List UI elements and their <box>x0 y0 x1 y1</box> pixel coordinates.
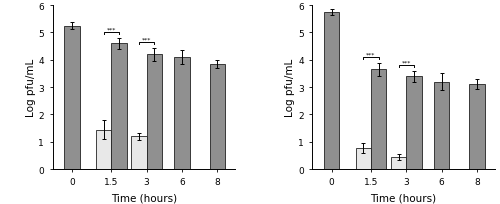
Bar <box>391 157 406 169</box>
Y-axis label: Log pfu/mL: Log pfu/mL <box>26 59 36 117</box>
Bar <box>371 70 386 169</box>
Text: ***: *** <box>106 28 116 32</box>
Bar <box>210 65 225 169</box>
Bar <box>406 77 422 169</box>
Text: ***: *** <box>402 60 411 65</box>
Text: ***: *** <box>142 37 152 42</box>
X-axis label: Time (hours): Time (hours) <box>111 192 177 202</box>
Bar <box>434 82 450 169</box>
Bar <box>64 27 80 169</box>
Bar <box>132 137 146 169</box>
Bar <box>112 44 126 169</box>
X-axis label: Time (hours): Time (hours) <box>370 192 436 202</box>
Bar <box>356 148 371 169</box>
Bar <box>174 58 190 169</box>
Bar <box>470 85 484 169</box>
Bar <box>146 55 162 169</box>
Bar <box>96 130 112 169</box>
Bar <box>324 13 340 169</box>
Y-axis label: Log pfu/mL: Log pfu/mL <box>286 59 296 117</box>
Text: ***: *** <box>366 52 376 57</box>
